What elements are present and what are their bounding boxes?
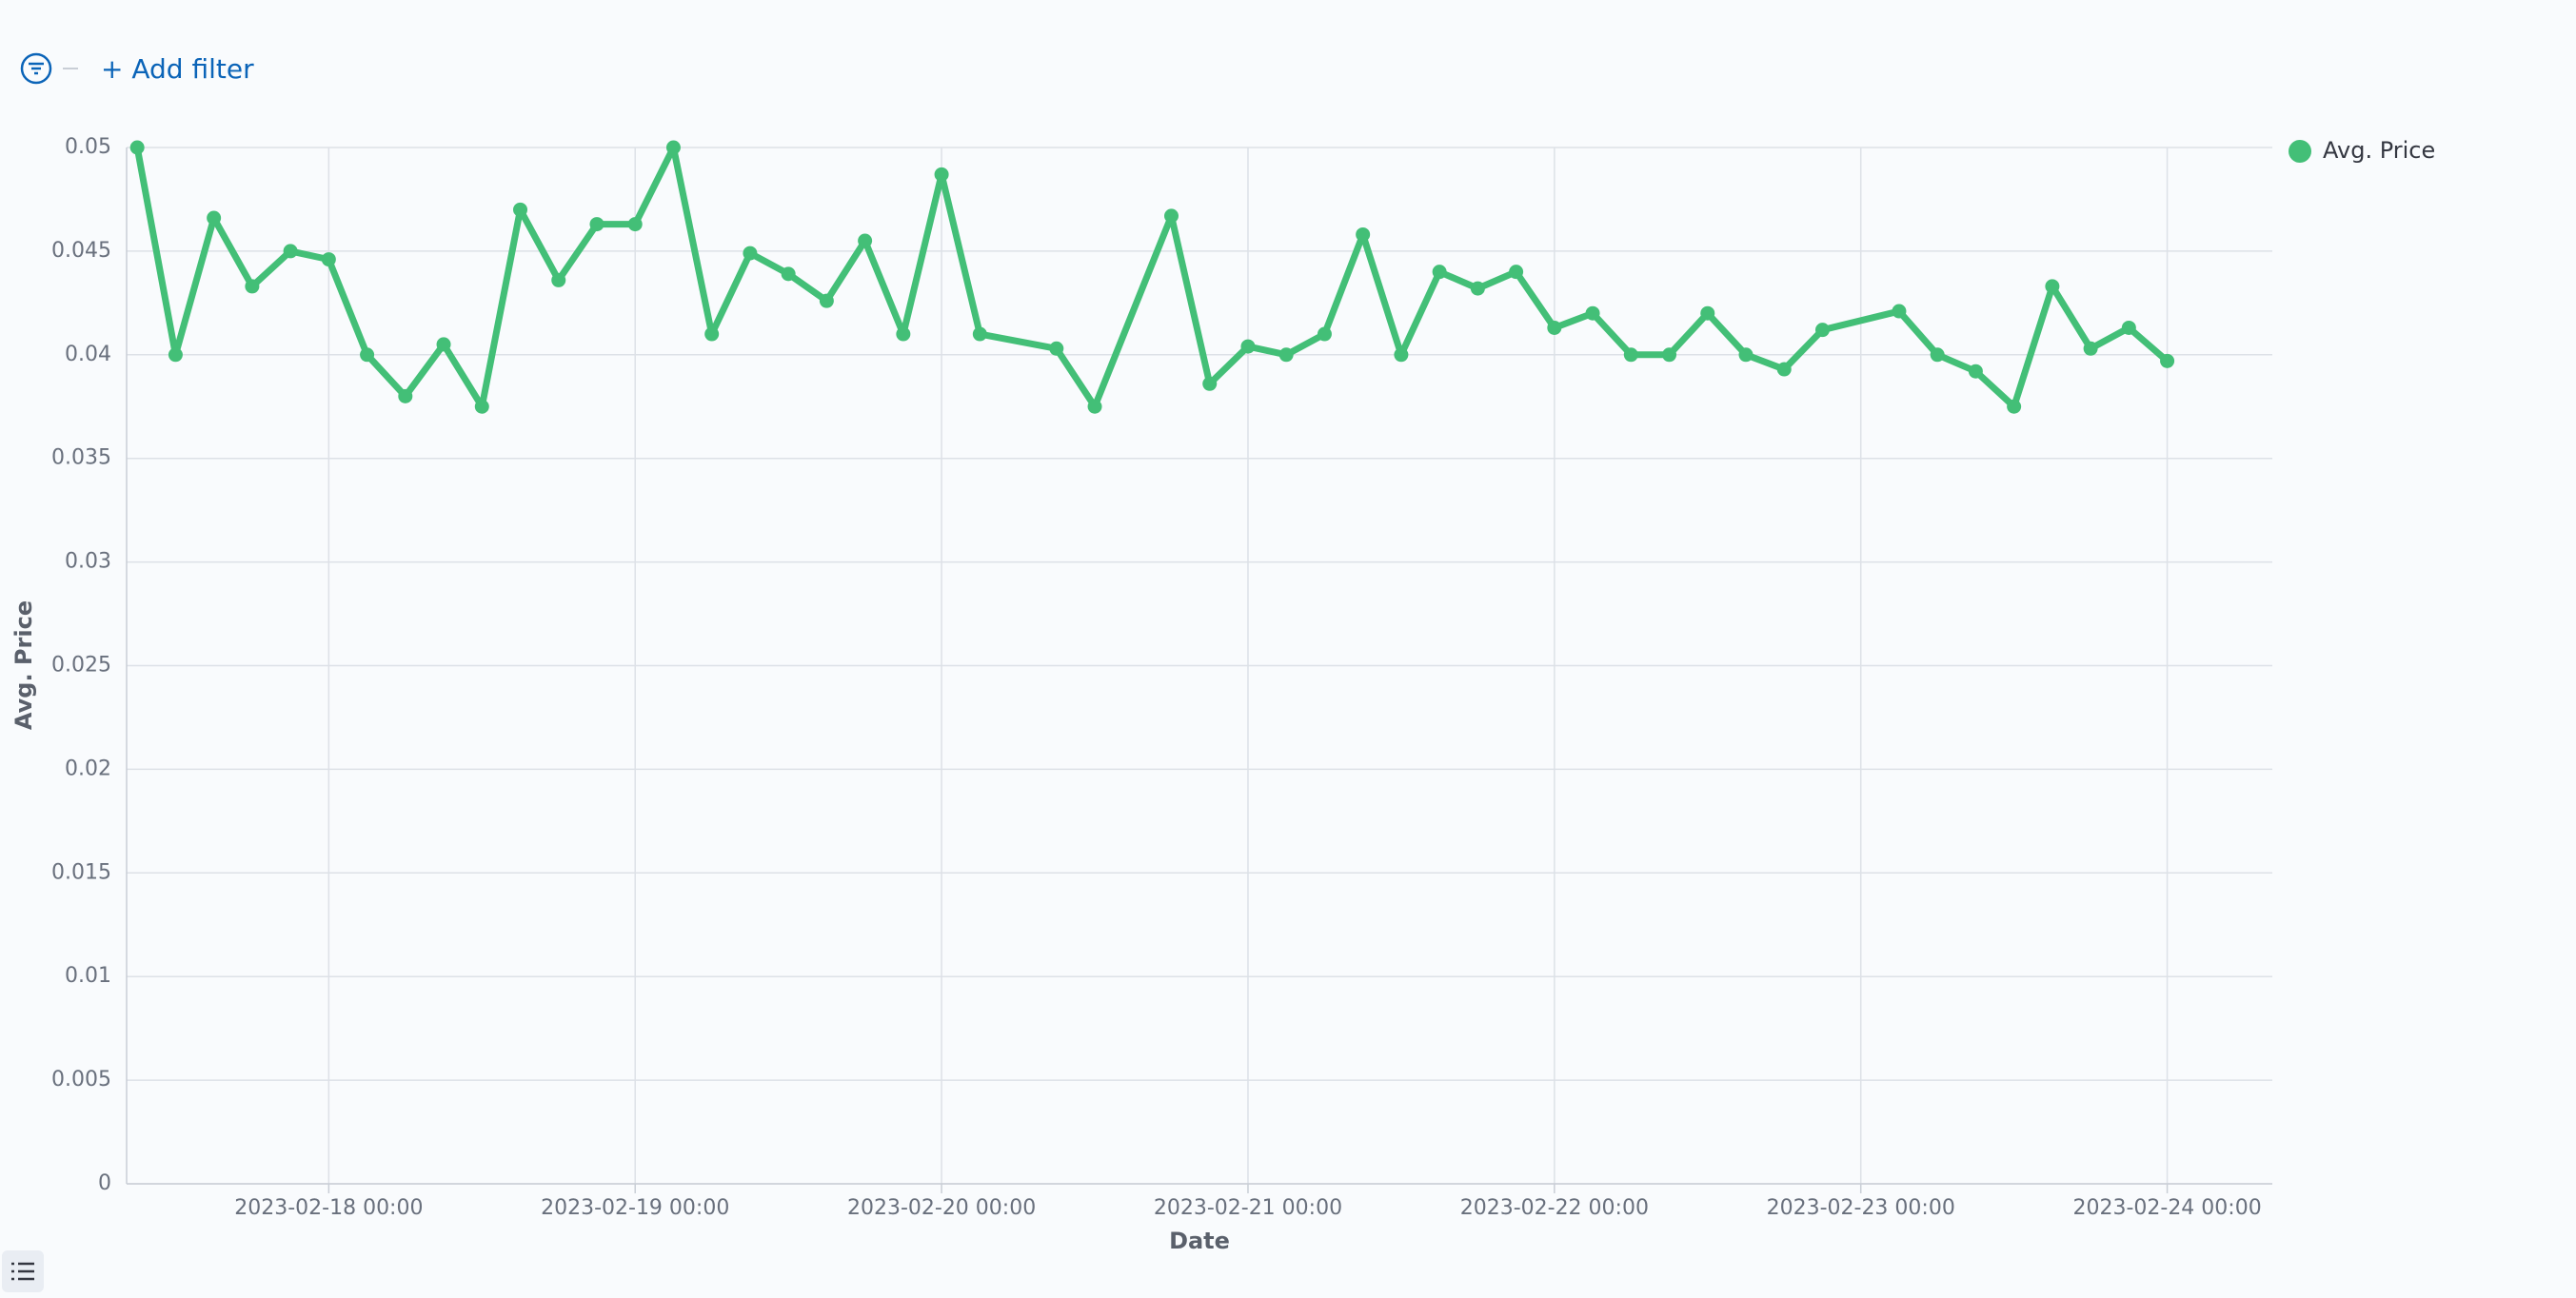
list-icon xyxy=(11,1262,34,1281)
point xyxy=(513,202,528,217)
point xyxy=(1776,362,1792,377)
point xyxy=(1240,339,1256,354)
point xyxy=(1163,208,1179,224)
x-tick-label: 2023-02-20 00:00 xyxy=(847,1196,1036,1220)
x-tick-label: 2023-02-19 00:00 xyxy=(541,1196,729,1220)
point xyxy=(398,388,413,403)
point xyxy=(972,326,987,342)
filter-icon[interactable] xyxy=(19,51,53,86)
separator xyxy=(63,68,78,69)
y-tick-label: 0.035 xyxy=(51,446,111,470)
point xyxy=(1662,347,1677,363)
y-tick-label: 0.05 xyxy=(65,135,111,159)
y-tick-label: 0.04 xyxy=(65,343,111,366)
point xyxy=(1930,347,1945,363)
point xyxy=(1547,320,1562,335)
point xyxy=(743,246,758,261)
point xyxy=(1432,265,1447,280)
point xyxy=(1394,347,1409,363)
add-filter[interactable]: + Add filter xyxy=(101,52,254,85)
point xyxy=(1738,347,1754,363)
x-tick-label: 2023-02-24 00:00 xyxy=(2072,1196,2261,1220)
y-tick-label: 0.01 xyxy=(65,964,111,988)
point xyxy=(819,293,834,308)
y-tick-label: 0.015 xyxy=(51,860,111,884)
point xyxy=(896,326,911,342)
point xyxy=(2160,353,2175,368)
y-tick-label: 0.025 xyxy=(51,654,111,678)
x-tick-label: 2023-02-23 00:00 xyxy=(1767,1196,1955,1220)
point xyxy=(2083,341,2098,356)
point xyxy=(1700,305,1715,321)
point xyxy=(1278,347,1294,363)
y-tick-label: 0.005 xyxy=(51,1068,111,1092)
point xyxy=(129,140,145,155)
point xyxy=(436,337,451,352)
point xyxy=(1470,281,1485,296)
y-tick-label: 0.03 xyxy=(65,550,111,574)
point xyxy=(207,210,222,226)
point xyxy=(1356,226,1371,242)
point xyxy=(665,140,681,155)
point xyxy=(1202,376,1218,391)
y-axis-title: Avg. Price xyxy=(10,600,37,730)
point xyxy=(589,217,604,232)
point xyxy=(321,252,336,267)
y-tick-label: 0 xyxy=(98,1171,111,1195)
point xyxy=(1509,265,1524,280)
point xyxy=(168,347,183,363)
point xyxy=(2045,279,2060,294)
line xyxy=(133,144,2170,410)
point xyxy=(1814,323,1830,338)
point xyxy=(2007,399,2022,414)
point xyxy=(1049,341,1064,356)
x-tick-label: 2023-02-22 00:00 xyxy=(1460,1196,1649,1220)
x-axis-title: Date xyxy=(1169,1228,1230,1254)
point xyxy=(627,217,643,232)
point xyxy=(1087,399,1102,414)
point xyxy=(704,326,720,342)
point xyxy=(551,272,566,287)
point xyxy=(2121,320,2136,335)
point xyxy=(245,279,260,294)
y-tick-label: 0.02 xyxy=(65,757,111,780)
point xyxy=(474,399,489,414)
y-tick-label: 0.045 xyxy=(51,239,111,263)
point xyxy=(781,266,796,282)
legend-label: Avg. Price xyxy=(2323,137,2435,164)
point xyxy=(858,233,873,248)
point xyxy=(1585,305,1600,321)
point xyxy=(1317,326,1332,342)
x-tick-label: 2023-02-21 00:00 xyxy=(1154,1196,1342,1220)
point xyxy=(283,244,298,259)
point xyxy=(1892,304,1907,319)
legend-swatch xyxy=(2289,140,2311,163)
point xyxy=(934,167,949,182)
point xyxy=(360,347,375,363)
legend-toggle[interactable] xyxy=(2,1250,44,1292)
x-tick-label: 2023-02-18 00:00 xyxy=(234,1196,423,1220)
filter-bar: + Add filter xyxy=(19,48,254,89)
point xyxy=(1623,347,1638,363)
point xyxy=(1968,364,1983,379)
